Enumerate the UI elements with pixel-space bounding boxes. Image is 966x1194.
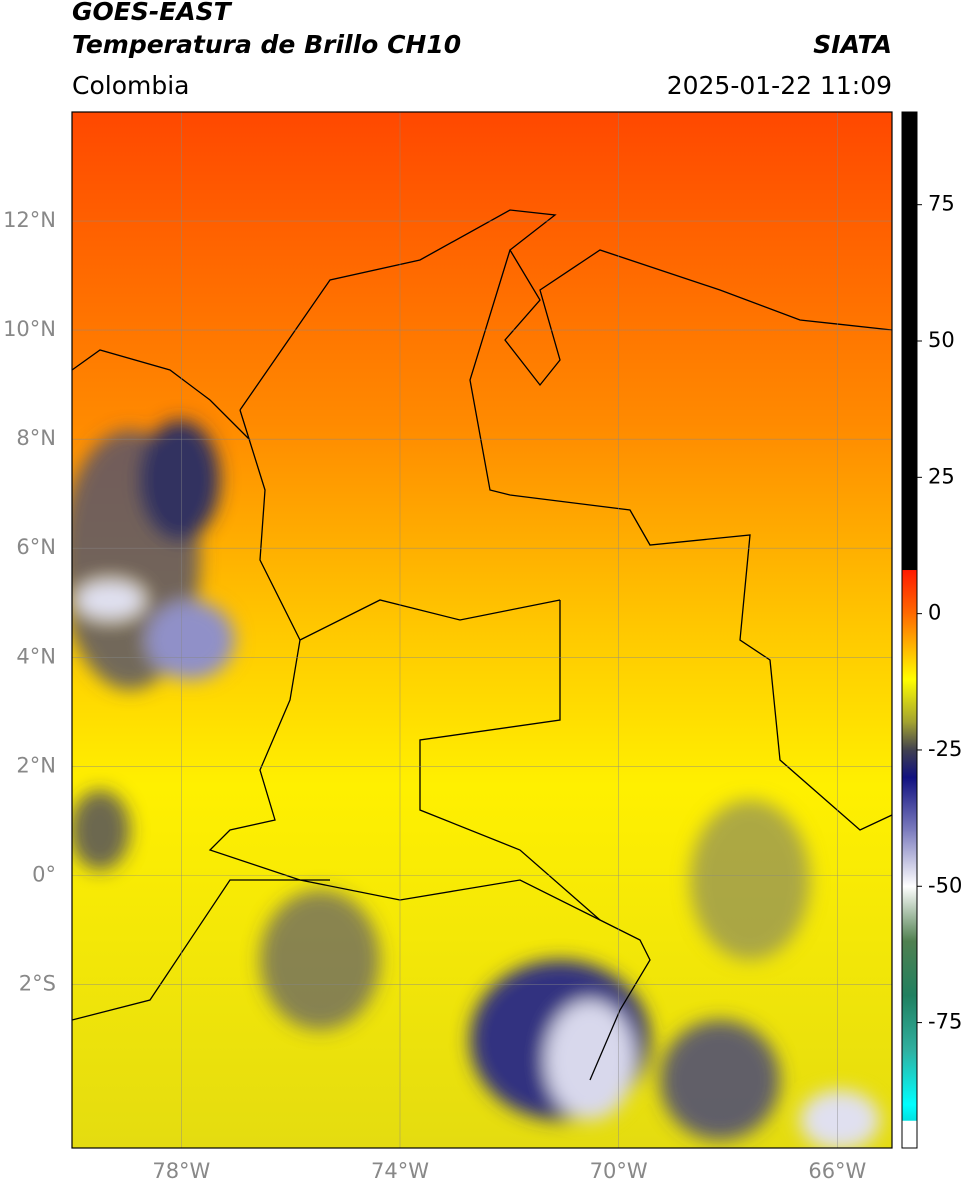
colorbar-tick-label: 0 [928, 601, 941, 625]
source: SIATA [813, 30, 892, 59]
map-frame [71, 111, 893, 1149]
colorbar-segment [902, 777, 917, 833]
colorbar-segment [902, 1049, 917, 1105]
colorbar [902, 112, 922, 1149]
colorbar-tick-label: 25 [928, 464, 955, 488]
lat-tick-label: 12°N [3, 208, 56, 232]
colorbar-segment [902, 749, 917, 778]
colorbar-segment [902, 613, 917, 680]
lon-tick-label: 78°W [152, 1159, 210, 1183]
lon-tick-label: 74°W [371, 1159, 429, 1183]
lat-tick-label: 4°N [16, 644, 56, 668]
colorbar-segment [902, 995, 917, 1051]
lat-tick-label: 8°N [16, 426, 56, 450]
datetime: 2025-01-22 11:09 [667, 71, 892, 100]
lon-tick-label: 66°W [808, 1159, 866, 1183]
colorbar-segment [902, 886, 917, 942]
lat-tick-label: 2°N [16, 753, 56, 777]
subtitle: Temperatura de Brillo CH10 [72, 30, 461, 59]
lat-tick-label: 6°N [16, 535, 56, 559]
grid [72, 112, 892, 1148]
lat-tick-label: 2°S [19, 971, 56, 995]
colorbar-tick-label: -75 [928, 1010, 962, 1034]
colorbar-segment [902, 940, 917, 996]
lat-tick-label: 0° [32, 862, 56, 886]
colorbar-segment [902, 1104, 917, 1122]
colorbar-tick-label: 50 [928, 328, 955, 352]
colorbar-segment [902, 112, 917, 571]
colorbar-segment [902, 831, 917, 887]
borders [72, 209, 892, 1081]
lon-tick-label: 70°W [590, 1159, 648, 1183]
colorbar-segment [902, 1120, 917, 1149]
clouds [72, 420, 880, 1148]
colorbar-segment [902, 722, 917, 751]
colorbar-segment [902, 679, 917, 724]
lat-tick-label: 10°N [3, 317, 56, 341]
region: Colombia [72, 71, 189, 100]
colorbar-tick-label: 75 [928, 192, 955, 216]
colorbar-segment [902, 570, 917, 615]
title: GOES-EAST [72, 0, 233, 26]
colorbar-tick-label: -25 [928, 737, 962, 761]
colorbar-frame [901, 111, 918, 1149]
colorbar-tick-label: -50 [928, 873, 962, 897]
map-image [72, 112, 892, 1148]
